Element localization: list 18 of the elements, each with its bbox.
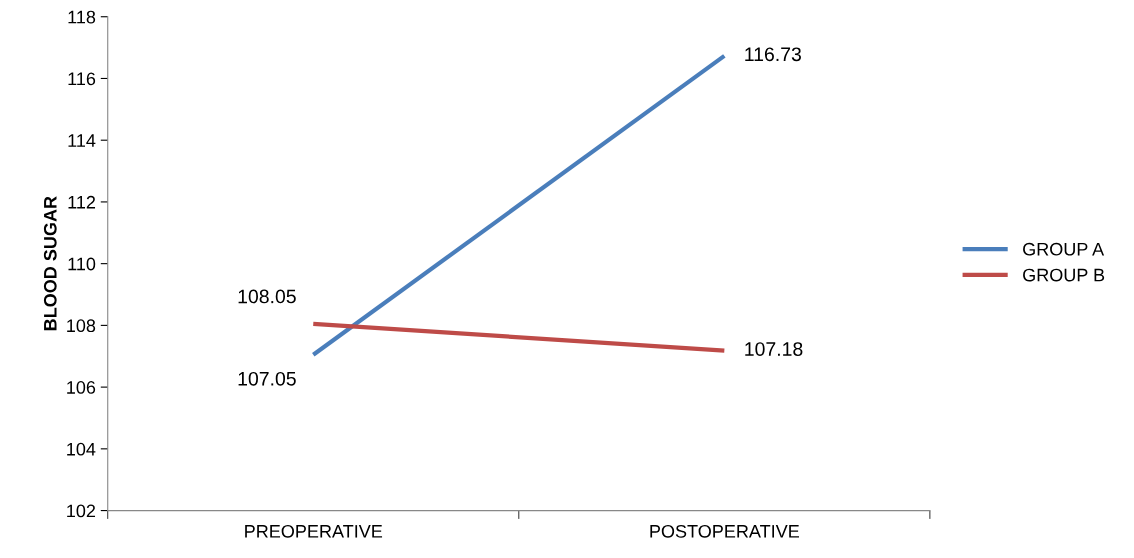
y-tick-label: 108 [67,319,96,333]
y-tick-label: 114 [68,134,96,147]
y-tick-label: 102 [67,504,96,518]
y-tick-label: 112 [68,195,96,209]
data-label: 107.18 [745,342,803,356]
y-tick-label: 116 [68,72,96,86]
x-tick-label: PREOPERATIVE [245,524,383,538]
legend-label: GROUP B [1023,268,1105,282]
data-label: 116.73 [745,47,801,62]
y-tick-label: 106 [67,381,96,394]
x-tick-label: POSTOPERATIVE [650,524,799,538]
data-label: 108.05 [238,289,296,304]
data-label: 107.05 [238,371,296,386]
legend-label: GROUP A [1023,242,1105,256]
y-tick-label: 110 [68,257,96,271]
y-tick-label: 104 [67,442,96,456]
y-tick-label: 118 [68,10,96,24]
y-axis-title: BLOOD SUGAR [43,196,57,331]
